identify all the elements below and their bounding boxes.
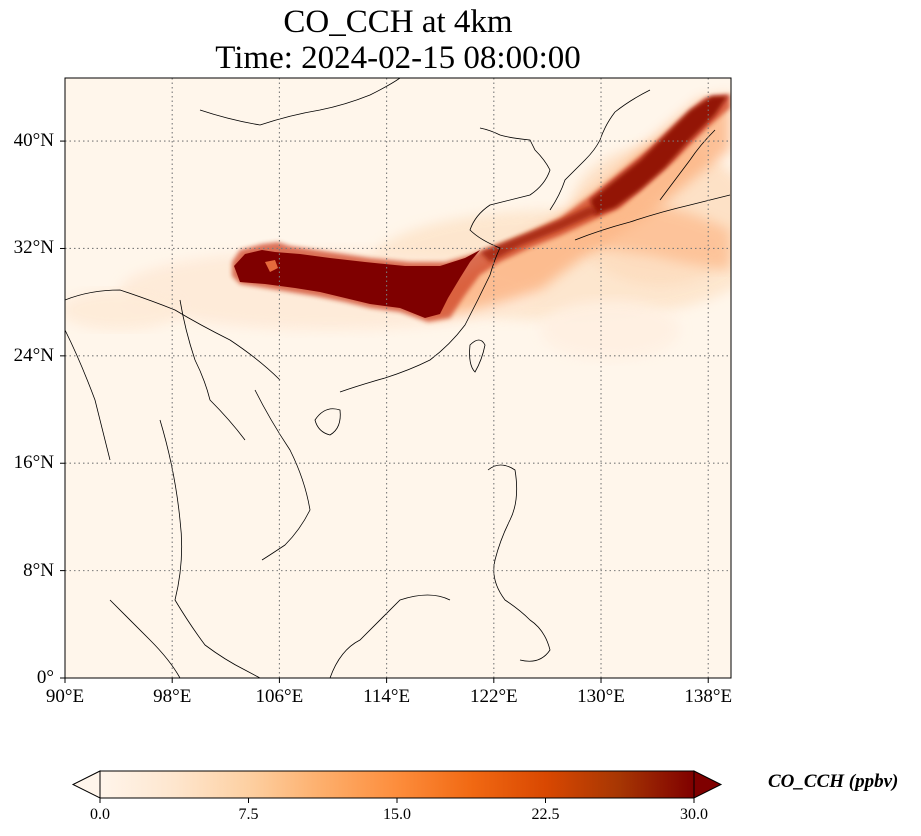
lat-tick-label: 32°N xyxy=(13,237,54,259)
plume-core-northeast xyxy=(590,96,728,215)
coastlines xyxy=(65,78,731,678)
colorbar-label: CO_CCH (ppbv) xyxy=(768,771,899,792)
coastline-philippines xyxy=(487,464,551,662)
concentration-field xyxy=(65,94,731,360)
coastline-vietnam xyxy=(254,389,311,561)
coastline-korea xyxy=(549,89,651,211)
colorbar-tick-label: 7.5 xyxy=(238,806,259,823)
coastline-china xyxy=(339,127,551,393)
coastline-hainan xyxy=(314,408,341,436)
lat-tick-label: 16°N xyxy=(13,452,54,474)
colorbar-tick-label: 22.5 xyxy=(531,806,560,823)
lon-tick-label: 130°E xyxy=(577,686,625,707)
coastline-taiwan xyxy=(469,339,486,373)
axis-ticks xyxy=(60,140,709,683)
plume-core-yellow-sea xyxy=(480,206,600,262)
lat-tick-label: 24°N xyxy=(13,344,54,366)
lon-tick-label: 98°E xyxy=(153,686,192,707)
haze-ring xyxy=(540,300,680,360)
lon-tick-label: 114°E xyxy=(363,686,411,707)
colorbar-ticks xyxy=(99,798,695,803)
plume-outer-japan xyxy=(590,204,730,270)
map-frame xyxy=(64,77,732,679)
border-mainland-se-asia xyxy=(179,299,246,441)
coastline-sumatra xyxy=(109,599,181,678)
haze-west xyxy=(65,290,180,330)
gridlines xyxy=(65,78,731,678)
colorbar-max-extend xyxy=(693,770,723,799)
colorbar-body xyxy=(100,771,694,798)
lat-tick-label: 40°N xyxy=(13,130,54,152)
lon-tick-label: 122°E xyxy=(469,686,518,707)
colorbar xyxy=(71,770,723,803)
colorbar-min-extend xyxy=(71,770,101,799)
coastline-japan-north xyxy=(659,129,716,201)
colorbar-tick-label: 0.0 xyxy=(90,806,110,823)
map-title: CO_CCH at 4km xyxy=(283,4,513,40)
coastline-japan-south xyxy=(574,194,731,241)
plume-core-hole xyxy=(265,260,278,272)
border-mongolia xyxy=(199,78,401,126)
lat-tick-label: 0° xyxy=(36,667,54,688)
lon-tick-label: 90°E xyxy=(45,686,85,707)
coastline-malay xyxy=(159,419,261,678)
coastline-borneo xyxy=(329,594,451,678)
coastline-bay-of-bengal xyxy=(65,329,111,461)
border-south-asia xyxy=(65,289,281,381)
colorbar-tick-label: 30.0 xyxy=(680,806,708,823)
lat-tick-label: 8°N xyxy=(23,559,54,581)
plume-core-china xyxy=(234,250,480,318)
colorbar-tick-label: 15.0 xyxy=(383,806,411,823)
lon-tick-label: 138°E xyxy=(684,686,733,707)
lon-tick-label: 106°E xyxy=(255,686,304,707)
map-time-subtitle: Time: 2024-02-15 08:00:00 xyxy=(215,40,581,76)
